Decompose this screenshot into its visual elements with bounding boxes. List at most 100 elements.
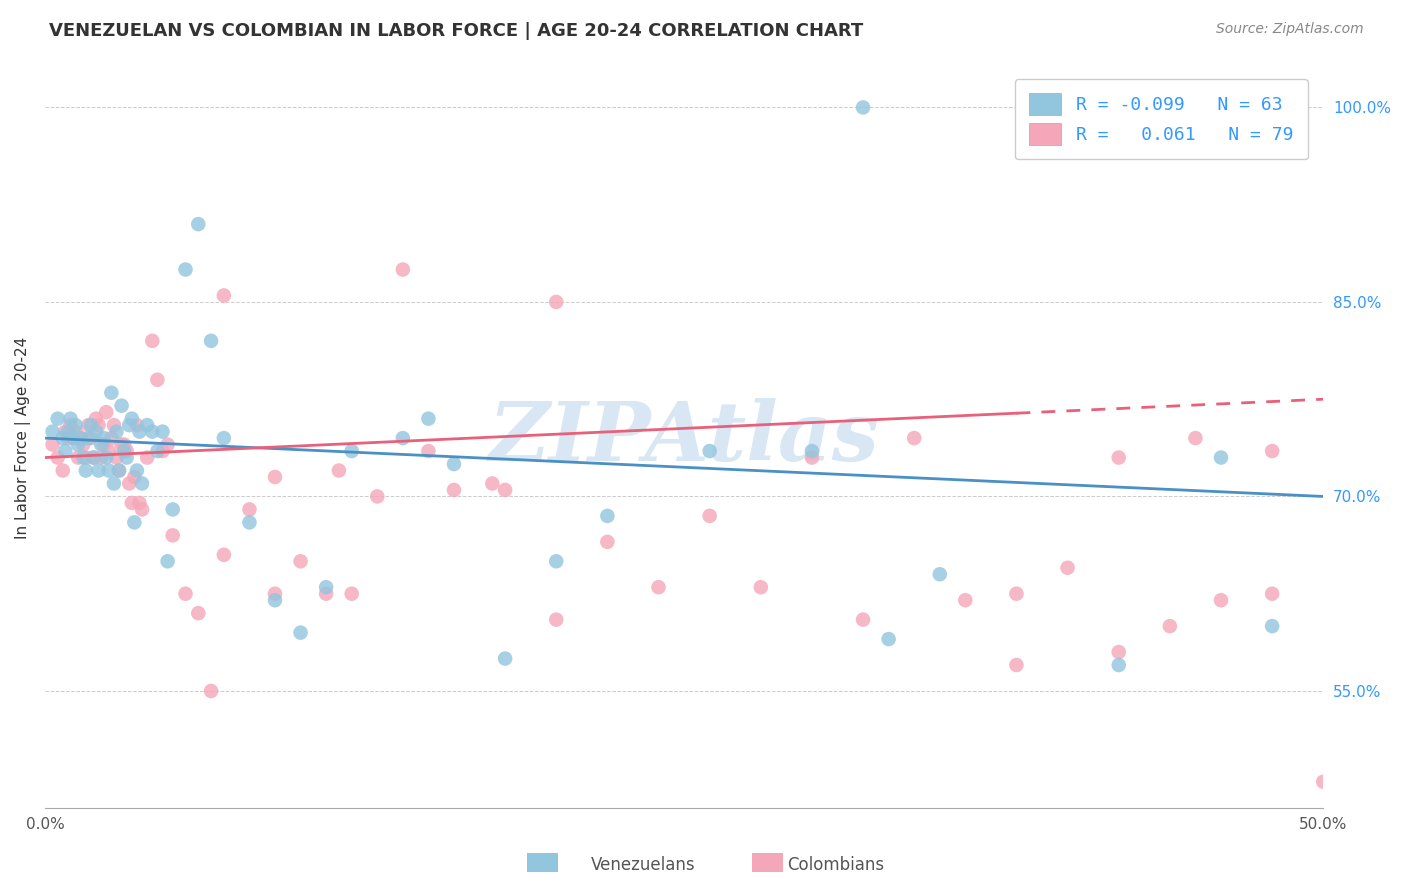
Point	[212, 431, 235, 445]
Point	[65, 425, 87, 439]
Point	[118, 476, 141, 491]
Point	[852, 100, 875, 114]
Point	[41, 425, 63, 439]
Point	[955, 593, 977, 607]
Point	[87, 418, 110, 433]
Point	[328, 463, 350, 477]
Point	[418, 444, 440, 458]
Point	[82, 450, 104, 465]
Point	[128, 496, 150, 510]
Point	[75, 450, 97, 465]
Point	[69, 431, 91, 445]
Point	[141, 425, 163, 439]
Point	[174, 587, 197, 601]
Point	[152, 444, 174, 458]
Point	[596, 534, 619, 549]
Point	[699, 508, 721, 523]
Point	[152, 425, 174, 439]
Point	[62, 431, 84, 445]
Legend: R = -0.099   N = 63, R =   0.061   N = 79: R = -0.099 N = 63, R = 0.061 N = 79	[1015, 79, 1308, 159]
Point	[100, 385, 122, 400]
Point	[264, 470, 287, 484]
Point	[800, 450, 823, 465]
Point	[62, 431, 84, 445]
Point	[187, 217, 209, 231]
Point	[69, 431, 91, 445]
Point	[82, 450, 104, 465]
Point	[903, 431, 925, 445]
Point	[105, 425, 128, 439]
Text: Colombians: Colombians	[787, 856, 884, 874]
Point	[596, 508, 619, 523]
Point	[75, 463, 97, 477]
Point	[1108, 450, 1130, 465]
Text: Venezuelans: Venezuelans	[591, 856, 695, 874]
Point	[212, 548, 235, 562]
Point	[1312, 774, 1334, 789]
Point	[110, 399, 132, 413]
Point	[56, 425, 79, 439]
Point	[59, 411, 82, 425]
Point	[84, 425, 107, 439]
Point	[546, 294, 568, 309]
Point	[494, 483, 516, 497]
Point	[146, 444, 169, 458]
Point	[72, 437, 94, 451]
Point	[928, 567, 950, 582]
Point	[156, 554, 179, 568]
Point	[84, 411, 107, 425]
Text: VENEZUELAN VS COLOMBIAN IN LABOR FORCE | AGE 20-24 CORRELATION CHART: VENEZUELAN VS COLOMBIAN IN LABOR FORCE |…	[49, 22, 863, 40]
Point	[110, 437, 132, 451]
Point	[1005, 587, 1028, 601]
Point	[124, 470, 146, 484]
Point	[46, 450, 69, 465]
Point	[80, 431, 103, 445]
Point	[1056, 561, 1078, 575]
Point	[121, 496, 143, 510]
Point	[443, 483, 465, 497]
Point	[1159, 619, 1181, 633]
Point	[162, 502, 184, 516]
Point	[1108, 658, 1130, 673]
Point	[131, 502, 153, 516]
Point	[212, 288, 235, 302]
Point	[1261, 444, 1284, 458]
Point	[1209, 593, 1232, 607]
Point	[264, 587, 287, 601]
Point	[96, 405, 118, 419]
Point	[340, 444, 363, 458]
Point	[90, 450, 112, 465]
Point	[105, 450, 128, 465]
Point	[52, 431, 75, 445]
Point	[67, 450, 90, 465]
Point	[418, 411, 440, 425]
Point	[77, 431, 100, 445]
Point	[65, 418, 87, 433]
Point	[146, 373, 169, 387]
Point	[238, 502, 260, 516]
Point	[290, 625, 312, 640]
Point	[264, 593, 287, 607]
Point	[46, 411, 69, 425]
Point	[1184, 431, 1206, 445]
Point	[125, 463, 148, 477]
Point	[1108, 645, 1130, 659]
Point	[315, 587, 337, 601]
Point	[200, 684, 222, 698]
Point	[96, 450, 118, 465]
Point	[112, 437, 135, 451]
Point	[131, 476, 153, 491]
Point	[1261, 619, 1284, 633]
Point	[90, 437, 112, 451]
Point	[156, 437, 179, 451]
Point	[162, 528, 184, 542]
Point	[1209, 450, 1232, 465]
Point	[100, 431, 122, 445]
Point	[72, 450, 94, 465]
Point	[749, 580, 772, 594]
Point	[80, 418, 103, 433]
Point	[53, 425, 76, 439]
Point	[112, 444, 135, 458]
Point	[290, 554, 312, 568]
Point	[852, 613, 875, 627]
